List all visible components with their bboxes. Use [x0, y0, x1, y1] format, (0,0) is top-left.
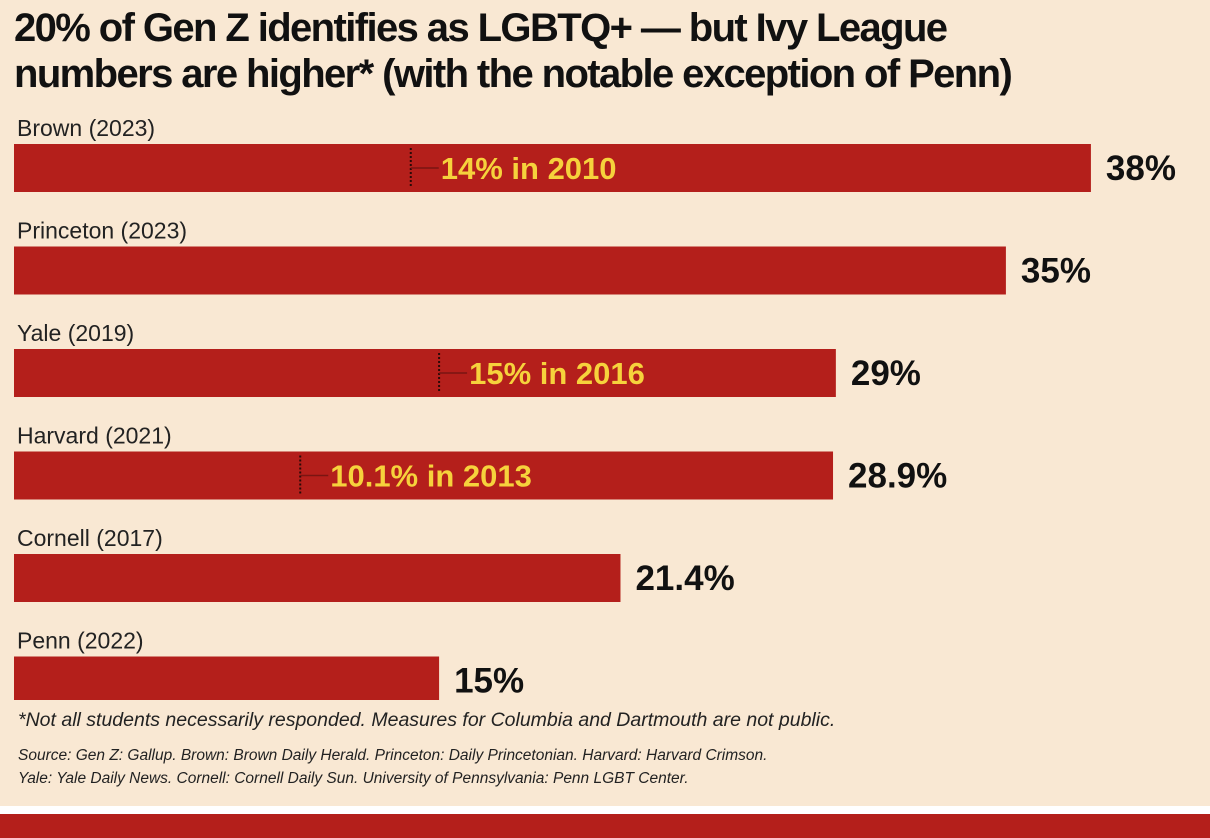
- footnote: *Not all students necessarily responded.…: [18, 709, 836, 731]
- bar: [14, 451, 834, 500]
- value-label: 15%: [454, 662, 524, 701]
- category-label: Harvard (2021): [17, 423, 172, 449]
- bar: [14, 246, 1006, 295]
- earlier-value-label: 14% in 2010: [441, 151, 617, 186]
- category-label: Brown (2023): [17, 115, 155, 141]
- bar-chart: Brown (2023) 38% 14% in 2010 Princeton (202…: [14, 115, 1176, 701]
- value-label: 35%: [1021, 252, 1091, 291]
- earlier-value-label: 10.1% in 2013: [330, 459, 532, 494]
- bar: [14, 144, 1091, 192]
- value-label: 29%: [851, 354, 921, 393]
- source-line-1: Source: Gen Z: Gallup. Brown: Brown Dail…: [18, 747, 768, 764]
- category-label: Yale (2019): [17, 320, 134, 346]
- value-label: 38%: [1106, 149, 1176, 188]
- category-label: Cornell (2017): [17, 525, 163, 551]
- category-label: Princeton (2023): [17, 218, 187, 244]
- earlier-value-label: 15% in 2016: [469, 356, 645, 391]
- chart-card: 20% of Gen Z identifies as LGBTQ+ — but …: [0, 0, 1210, 806]
- category-label: Penn (2022): [17, 628, 144, 654]
- bar: [14, 349, 836, 397]
- value-label: 28.9%: [848, 457, 947, 496]
- chart-title-line-1: 20% of Gen Z identifies as LGBTQ+ — but …: [14, 6, 948, 50]
- bar: [14, 656, 440, 700]
- chart-title-line-2: numbers are higher* (with the notable ex…: [14, 52, 1013, 96]
- source-line-2: Yale: Yale Daily News. Cornell: Cornell …: [18, 770, 689, 787]
- value-label: 21.4%: [635, 559, 734, 598]
- bottom-accent-strip: [0, 814, 1210, 838]
- bar: [14, 554, 621, 602]
